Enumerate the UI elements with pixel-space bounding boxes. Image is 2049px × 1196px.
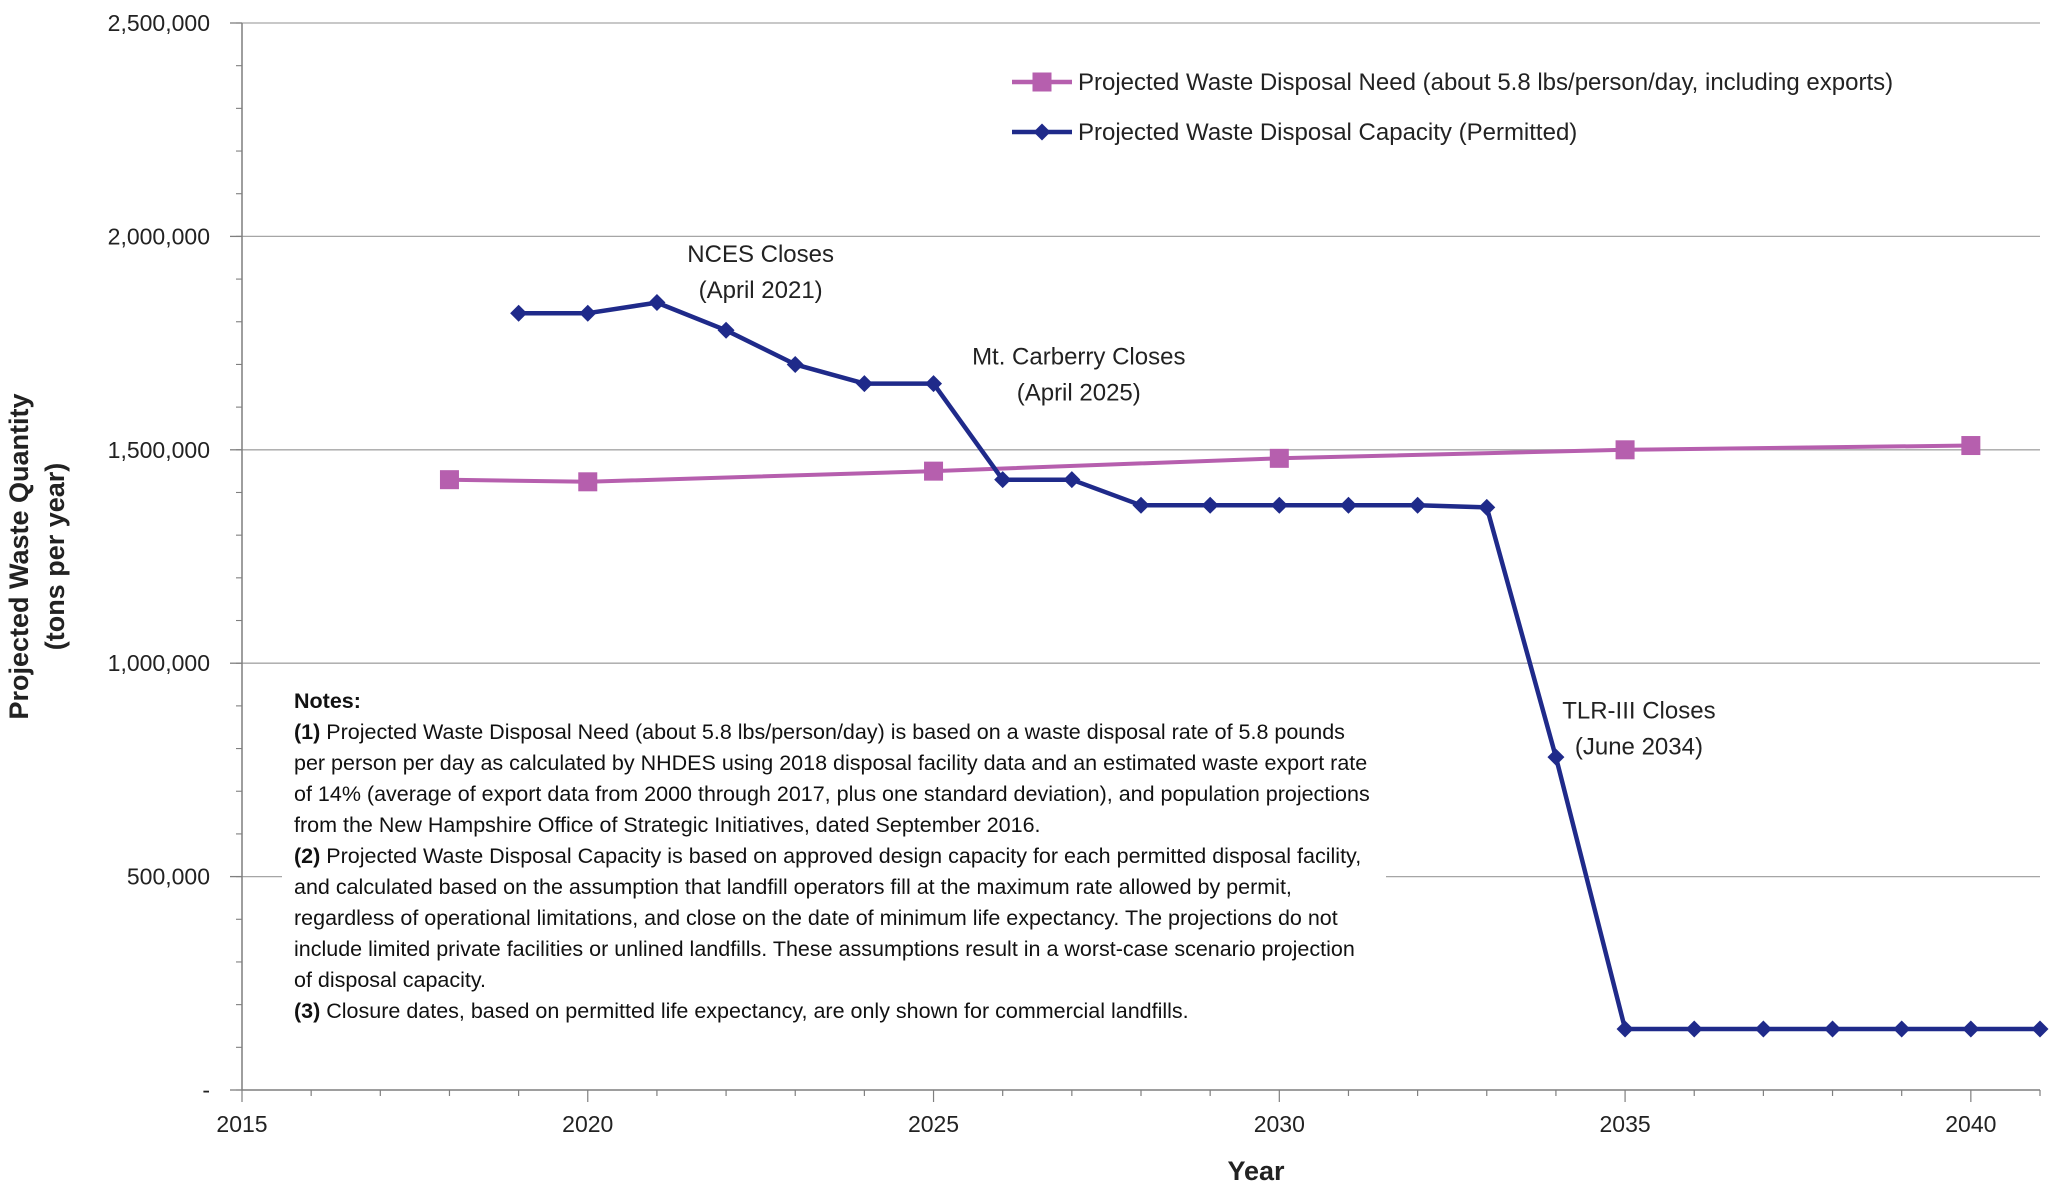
legend-label: Projected Waste Disposal Need (about 5.8… (1078, 69, 1893, 96)
note-2-number: (2) (294, 844, 321, 868)
marker-diamond (1201, 496, 1219, 514)
x-axis-title: Year (1227, 1156, 1285, 1186)
marker-diamond (1962, 1020, 1980, 1038)
marker-diamond (1339, 496, 1357, 514)
marker-diamond (786, 355, 804, 373)
marker-square (439, 470, 459, 490)
x-tick-label: 2035 (1599, 1111, 1650, 1137)
y-tick-label: 500,000 (127, 864, 210, 890)
note-1-number: (1) (294, 720, 321, 744)
y-axis-title-line: (tons per year) (40, 463, 70, 651)
gridlines (242, 22, 2040, 878)
marker-diamond (1270, 496, 1288, 514)
x-tick-label: 2030 (1254, 1111, 1305, 1137)
y-tick-label: 2,000,000 (108, 223, 210, 249)
note-1-text: Projected Waste Disposal Need (about 5.8… (294, 720, 1370, 837)
marker-diamond (579, 304, 597, 322)
note-2-text: Projected Waste Disposal Capacity is bas… (294, 844, 1362, 992)
x-tick-label: 2040 (1945, 1111, 1996, 1137)
marker-diamond (1616, 1020, 1634, 1038)
annotation-label: (April 2025) (1017, 379, 1141, 406)
annotation-label: TLR-III Closes (1562, 698, 1715, 725)
y-tick-label: 1,500,000 (108, 437, 210, 463)
notes-heading: Notes: (294, 689, 361, 713)
marker-diamond (1824, 1020, 1842, 1038)
marker-square (1961, 436, 1981, 456)
marker-diamond (510, 304, 528, 322)
legend: Projected Waste Disposal Need (about 5.8… (1012, 69, 1893, 146)
marker-diamond (925, 375, 943, 393)
y-axis-title-line: Projected Waste Quantity (4, 393, 34, 719)
legend-label: Projected Waste Disposal Capacity (Permi… (1078, 119, 1577, 146)
y-tick-label: - (202, 1077, 210, 1103)
series-markers (439, 294, 2049, 1038)
marker-diamond (1685, 1020, 1703, 1038)
note-1: (1) Projected Waste Disposal Need (about… (294, 717, 1374, 841)
marker-diamond (1893, 1020, 1911, 1038)
annotation-label: (June 2034) (1575, 734, 1703, 761)
y-tick-label: 2,500,000 (108, 10, 210, 36)
note-3-number: (3) (294, 999, 321, 1023)
notes-box: Notes: (1) Projected Waste Disposal Need… (282, 682, 1386, 1033)
marker-diamond (1033, 123, 1051, 141)
marker-diamond (1132, 496, 1150, 514)
x-tick-label: 2020 (562, 1111, 613, 1137)
marker-diamond (855, 375, 873, 393)
axes: - 500,000 1,000,000 1,500,000 2,000,000 2,500… (4, 10, 2041, 1186)
y-tick-label: 1,000,000 (108, 650, 210, 676)
marker-square (924, 461, 944, 481)
note-2: (2) Projected Waste Disposal Capacity is… (294, 841, 1374, 996)
marker-square (1615, 440, 1635, 460)
marker-diamond (648, 294, 666, 312)
annotation-label: Mt. Carberry Closes (972, 343, 1185, 370)
marker-square (578, 472, 598, 492)
annotation-label: (April 2021) (699, 277, 823, 304)
marker-diamond (1409, 496, 1427, 514)
marker-diamond (2031, 1020, 2049, 1038)
annotation-label: NCES Closes (687, 241, 834, 268)
marker-square (1269, 448, 1289, 468)
marker-square (1032, 72, 1052, 92)
marker-diamond (1547, 748, 1565, 766)
x-tick-label: 2025 (908, 1111, 959, 1137)
marker-diamond (1478, 498, 1496, 516)
series-line-1 (449, 443, 1971, 484)
marker-diamond (994, 471, 1012, 489)
marker-diamond (1754, 1020, 1772, 1038)
x-tick-label: 2015 (216, 1111, 267, 1137)
note-3: (3) Closure dates, based on permitted li… (294, 996, 1374, 1027)
marker-diamond (1063, 471, 1081, 489)
note-3-text: Closure dates, based on permitted life e… (320, 999, 1189, 1023)
marker-diamond (717, 321, 735, 339)
annotations: NCES Closes (April 2021) Mt. Carberry Clos… (687, 241, 1715, 761)
